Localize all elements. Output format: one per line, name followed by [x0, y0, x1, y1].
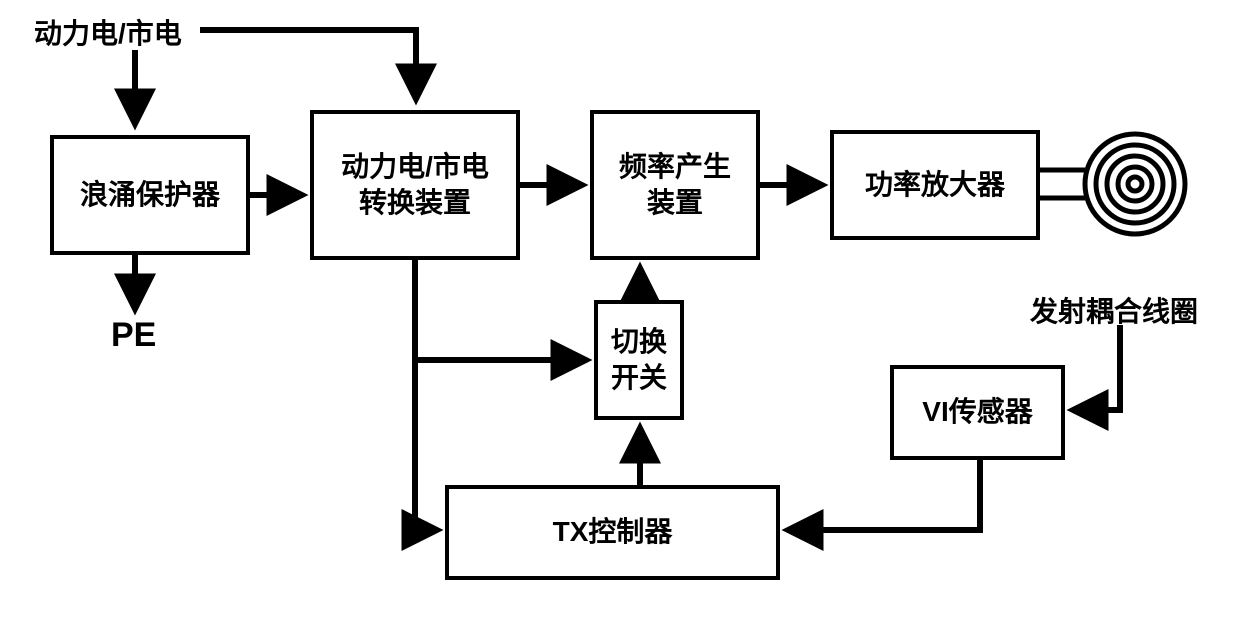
freq-gen-box: 频率产生 装置	[590, 110, 760, 260]
power-amp-box: 功率放大器	[830, 130, 1040, 240]
pe-label: PE	[111, 316, 156, 355]
tx-controller-text: TX控制器	[553, 514, 673, 550]
power-amp-text: 功率放大器	[865, 167, 1005, 203]
vi-sensor-text: VI传感器	[922, 394, 1032, 430]
converter-box: 动力电/市电 转换装置	[310, 110, 520, 260]
vi-sensor-box: VI传感器	[890, 365, 1065, 460]
power-source-label: 动力电/市电	[34, 12, 182, 52]
tx-coil-label: 发射耦合线圈	[1030, 290, 1198, 330]
surge-protector-text: 浪涌保护器	[80, 177, 220, 213]
surge-protector-box: 浪涌保护器	[50, 135, 250, 255]
tx-controller-box: TX控制器	[445, 485, 780, 580]
switch-box: 切换 开关	[594, 300, 684, 420]
tx-coil-icon	[1085, 134, 1185, 234]
switch-text: 切换 开关	[611, 324, 667, 397]
freq-gen-text: 频率产生 装置	[619, 149, 731, 222]
converter-text: 动力电/市电 转换装置	[341, 149, 489, 222]
